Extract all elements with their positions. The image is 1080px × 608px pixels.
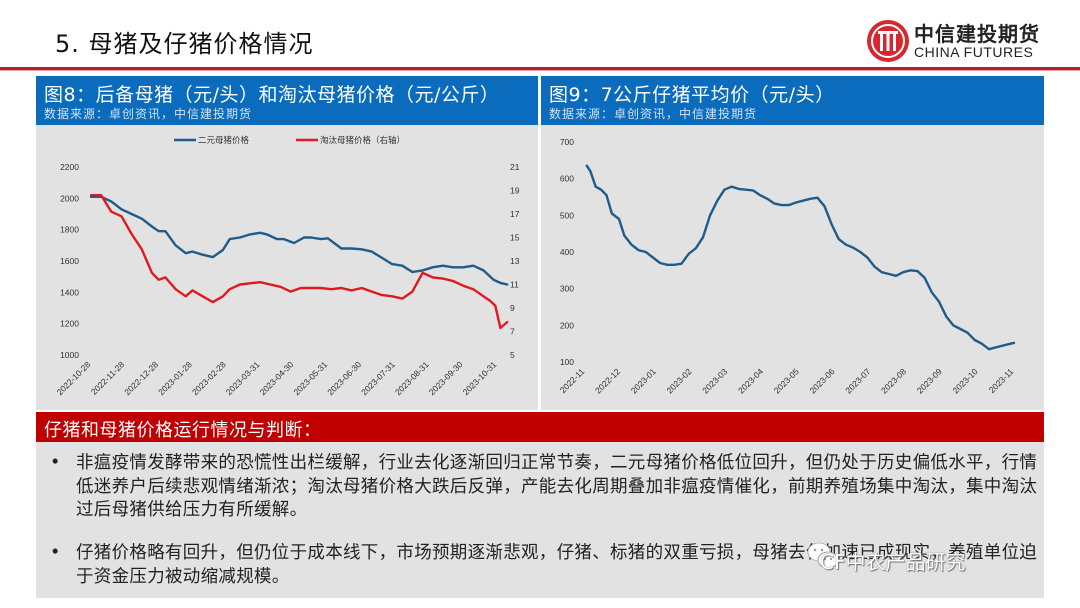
y-tick-label: 2000: [60, 193, 79, 203]
x-tick-label: 2023-06-30: [325, 359, 363, 397]
y-tick-label: 1000: [60, 350, 79, 360]
series-line: [89, 193, 509, 330]
figure-8-title: 图8：后备母猪（元/头）和淘汰母猪价格（元/公斤）: [44, 84, 500, 106]
y-tick-label: 500: [560, 210, 574, 220]
figure-8-chart: 1000 1200 1400 1600 1800 2000 2200 5 7 9 11 13 15 17 1…: [55, 135, 520, 397]
citic-logo-icon: [867, 20, 909, 62]
legend-label: 二元母猪价格: [198, 135, 250, 146]
x-tick-label: 2023-01: [629, 366, 658, 395]
x-tick-label: 2023-05: [772, 366, 801, 395]
y-tick-label: 100: [560, 357, 574, 367]
y2-tick-label: 9: [510, 303, 515, 313]
y2-tick-label: 5: [510, 350, 515, 360]
bullet-dot-icon: •: [50, 453, 61, 473]
y2-tick-label: 17: [510, 209, 520, 219]
y-tick-label: 700: [560, 137, 574, 147]
x-tick-label: 2023-04-30: [258, 359, 296, 397]
watermark: CF中农产品研究: [820, 550, 966, 574]
x-tick-label: 2023-02-28: [190, 359, 228, 397]
bullet-dot-icon: •: [50, 543, 61, 563]
slide-title: 5. 母猪及仔猪价格情况: [55, 30, 314, 58]
x-tick-label: 2023-01-28: [156, 359, 194, 397]
y-tick-label: 1400: [60, 287, 79, 297]
legend-label: 淘汰母猪价格（右轴）: [320, 135, 405, 146]
x-tick-label: 2022-10-28: [55, 359, 93, 397]
x-tick-label: 2023-11: [987, 366, 1016, 395]
x-tick-label: 2023-06: [808, 366, 837, 395]
header-divider-shadow: [0, 70, 1080, 71]
logo-name-cn: 中信建投期货: [914, 22, 1040, 46]
x-tick-label: 2023-03: [700, 366, 729, 395]
x-tick-label: 2023-09-30: [427, 359, 465, 397]
x-tick-label: 2023-07-31: [359, 359, 397, 397]
x-tick-label: 2022-12: [593, 366, 622, 395]
y-tick-label: 2200: [60, 162, 79, 172]
y-tick-label: 400: [560, 247, 574, 257]
logo-name-en: CHINA FUTURES: [914, 44, 1034, 60]
y2-tick-label: 15: [510, 233, 520, 243]
judgement-header: 仔猪和母猪价格运行情况与判断：: [36, 412, 1044, 442]
wechat-icon: [807, 542, 839, 569]
y-tick-label: 200: [560, 320, 574, 330]
y-tick-label: 600: [560, 174, 574, 184]
x-tick-label: 2023-08: [879, 366, 908, 395]
figure-8-header: 图8：后备母猪（元/头）和淘汰母猪价格（元/公斤） 数据来源：卓创资讯，中信建投…: [36, 76, 538, 125]
x-tick-label: 2023-10-31: [461, 359, 499, 397]
x-tick-label: 2023-08-31: [393, 359, 431, 397]
y2-tick-label: 13: [510, 256, 520, 266]
bullet-text: 仔猪价格略有回升，但仍位于成本线下，市场预期逐渐悲观，仔猪、标猪的双重亏损，母猪…: [76, 543, 1038, 587]
y-tick-label: 1200: [60, 319, 79, 329]
figure-9-source: 数据来源：卓创资讯，中信建投期货: [549, 107, 758, 121]
y-tick-label: 1600: [60, 256, 79, 266]
y-tick-label: 1800: [60, 225, 79, 235]
x-tick-label: 2023-02: [665, 366, 694, 395]
figure-8-source: 数据来源：卓创资讯，中信建投期货: [44, 107, 253, 121]
x-tick-label: 2022-12-28: [122, 359, 160, 397]
header-divider: [0, 67, 1080, 70]
judgement-bullet: • 非瘟疫情发酵带来的恐慌性出栏缓解，行业去化逐渐回归正常节奏，二元母猪价格低位…: [50, 452, 1037, 524]
y2-tick-label: 21: [510, 162, 520, 172]
figure-9-header: 图9：7公斤仔猪平均价（元/头） 数据来源：卓创资讯，中信建投期货: [541, 76, 1044, 125]
judgement-body: • 非瘟疫情发酵带来的恐慌性出栏缓解，行业去化逐渐回归正常节奏，二元母猪价格低位…: [36, 442, 1044, 598]
figure-9-panel: 图9：7公斤仔猪平均价（元/头） 数据来源：卓创资讯，中信建投期货 100 200…: [541, 76, 1044, 410]
judgement-title: 仔猪和母猪价格运行情况与判断：: [44, 420, 322, 441]
x-tick-label: 2023-10: [951, 366, 980, 395]
x-tick-label: 2023-05-31: [291, 359, 329, 397]
x-tick-label: 2022-11: [558, 366, 587, 395]
x-tick-label: 2023-04: [736, 366, 765, 395]
company-logo: 中信建投期货 CHINA FUTURES: [866, 18, 1056, 64]
y2-tick-label: 7: [510, 327, 515, 337]
figure-9-title: 图9：7公斤仔猪平均价（元/头）: [549, 84, 835, 106]
series-line: [89, 195, 509, 286]
x-tick-label: 2023-03-31: [224, 359, 262, 397]
y2-tick-label: 11: [510, 280, 519, 290]
x-tick-label: 2023-07: [843, 366, 872, 395]
x-tick-label: 2023-09: [915, 366, 944, 395]
y-tick-label: 300: [560, 284, 574, 294]
figure-8-panel: 图8：后备母猪（元/头）和淘汰母猪价格（元/公斤） 数据来源：卓创资讯，中信建投…: [36, 76, 538, 410]
bullet-text: 非瘟疫情发酵带来的恐慌性出栏缓解，行业去化逐渐回归正常节奏，二元母猪价格低位回升…: [76, 453, 1038, 520]
judgement-bullet: • 仔猪价格略有回升，但仍位于成本线下，市场预期逐渐悲观，仔猪、标猪的双重亏损，…: [50, 542, 1037, 590]
x-tick-label: 2022-11-28: [89, 359, 127, 397]
y2-tick-label: 19: [510, 186, 520, 196]
series-line: [585, 164, 1016, 351]
